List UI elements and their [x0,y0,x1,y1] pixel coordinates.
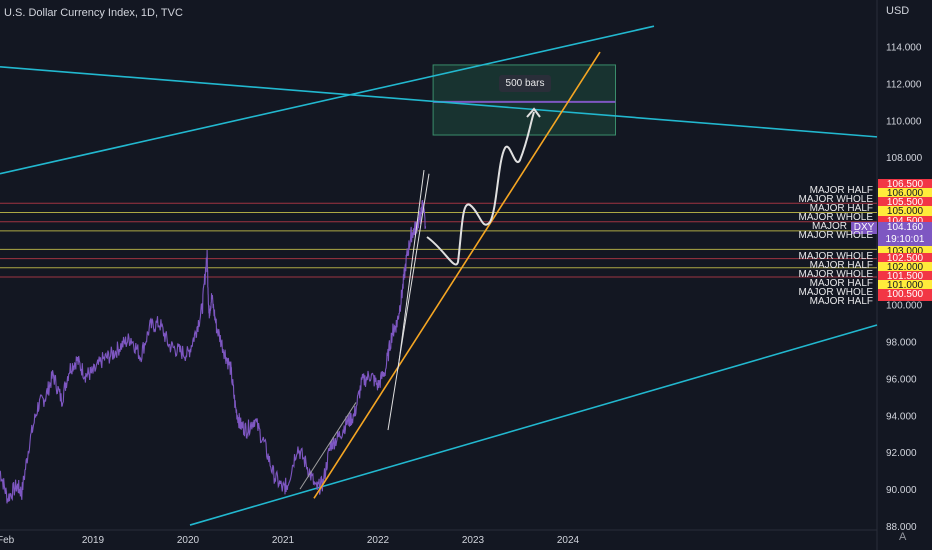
x-tick-label: 2020 [177,535,200,546]
price-level-tag: 100.500 [878,289,932,302]
y-tick-label: 112.000 [886,79,922,90]
y-tick-label: 88.000 [886,522,917,533]
support-trendline[interactable] [313,51,601,499]
level-text-label: MAJOR WHOLE [798,287,873,298]
x-tick-label: 2019 [82,535,105,546]
x-tick-label: 2021 [272,535,295,546]
rally-line[interactable] [397,169,425,370]
y-tick-label: 90.000 [886,485,917,496]
level-text-label: MAJOR WHOLE [798,194,873,205]
level-text-label: MAJOR WHOLE [798,269,873,280]
auto-scale-button[interactable]: A [899,531,907,543]
arrow-head [526,107,541,118]
price-level-tag: 105.000 [878,206,932,219]
price-level-tag: 105.500 [878,197,932,210]
y-tick-label: 108.000 [886,153,923,164]
price-level-tag: 102.000 [878,261,932,274]
projection-arrow[interactable] [426,111,535,266]
x-tick-label: 2024 [557,535,580,546]
level-text-label: MAJOR HALF [809,278,873,289]
descending-trendline[interactable] [0,65,878,138]
price-level-tag: 102.500 [878,252,932,265]
bar-countdown-tag: 19:10:01 [878,233,932,246]
price-level-tag: 106.000 [878,188,932,201]
y-tick-label: 100.000 [886,301,923,312]
level-text-label: MAJOR HALF [809,296,873,307]
level-text-label: MAJOR WHOLE [798,230,873,241]
rally-line[interactable] [387,173,430,431]
currency-label: USD [886,5,910,17]
y-tick-label: 96.000 [886,374,917,385]
early-rally-line[interactable] [299,402,357,490]
current-price-tag: 104.160 [878,221,932,234]
level-text-label: MAJOR WHOLE [798,212,873,223]
price-level-tag: 101.000 [878,280,932,293]
measure-badge: 500 bars [499,75,551,92]
level-text-label: MAJOR WHOLE [798,251,873,262]
x-tick-label: 2022 [367,535,390,546]
price-series-line[interactable] [0,199,427,504]
upper-channel-line[interactable] [0,25,655,175]
price-level-tag: 106.500 [878,178,932,191]
level-text-label: MAJOR HALF [809,260,873,271]
price-level-tag: 101.500 [878,271,932,284]
y-tick-label: 114.000 [886,43,922,54]
level-text-label: MAJOR [812,221,847,232]
level-text-label: MAJOR HALF [809,185,873,196]
symbol-tag: DXY [851,221,877,234]
y-tick-label: 98.000 [886,338,917,349]
x-tick-label: 2023 [462,535,485,546]
y-tick-label: 110.000 [886,116,922,127]
y-tick-label: 92.000 [886,448,917,459]
chart-title: U.S. Dollar Currency Index, 1D, TVC [4,7,183,19]
lower-channel-line[interactable] [189,324,878,526]
x-tick-label: Feb [0,535,15,546]
y-tick-label: 94.000 [886,411,917,422]
level-text-label: MAJOR HALF [809,203,873,214]
